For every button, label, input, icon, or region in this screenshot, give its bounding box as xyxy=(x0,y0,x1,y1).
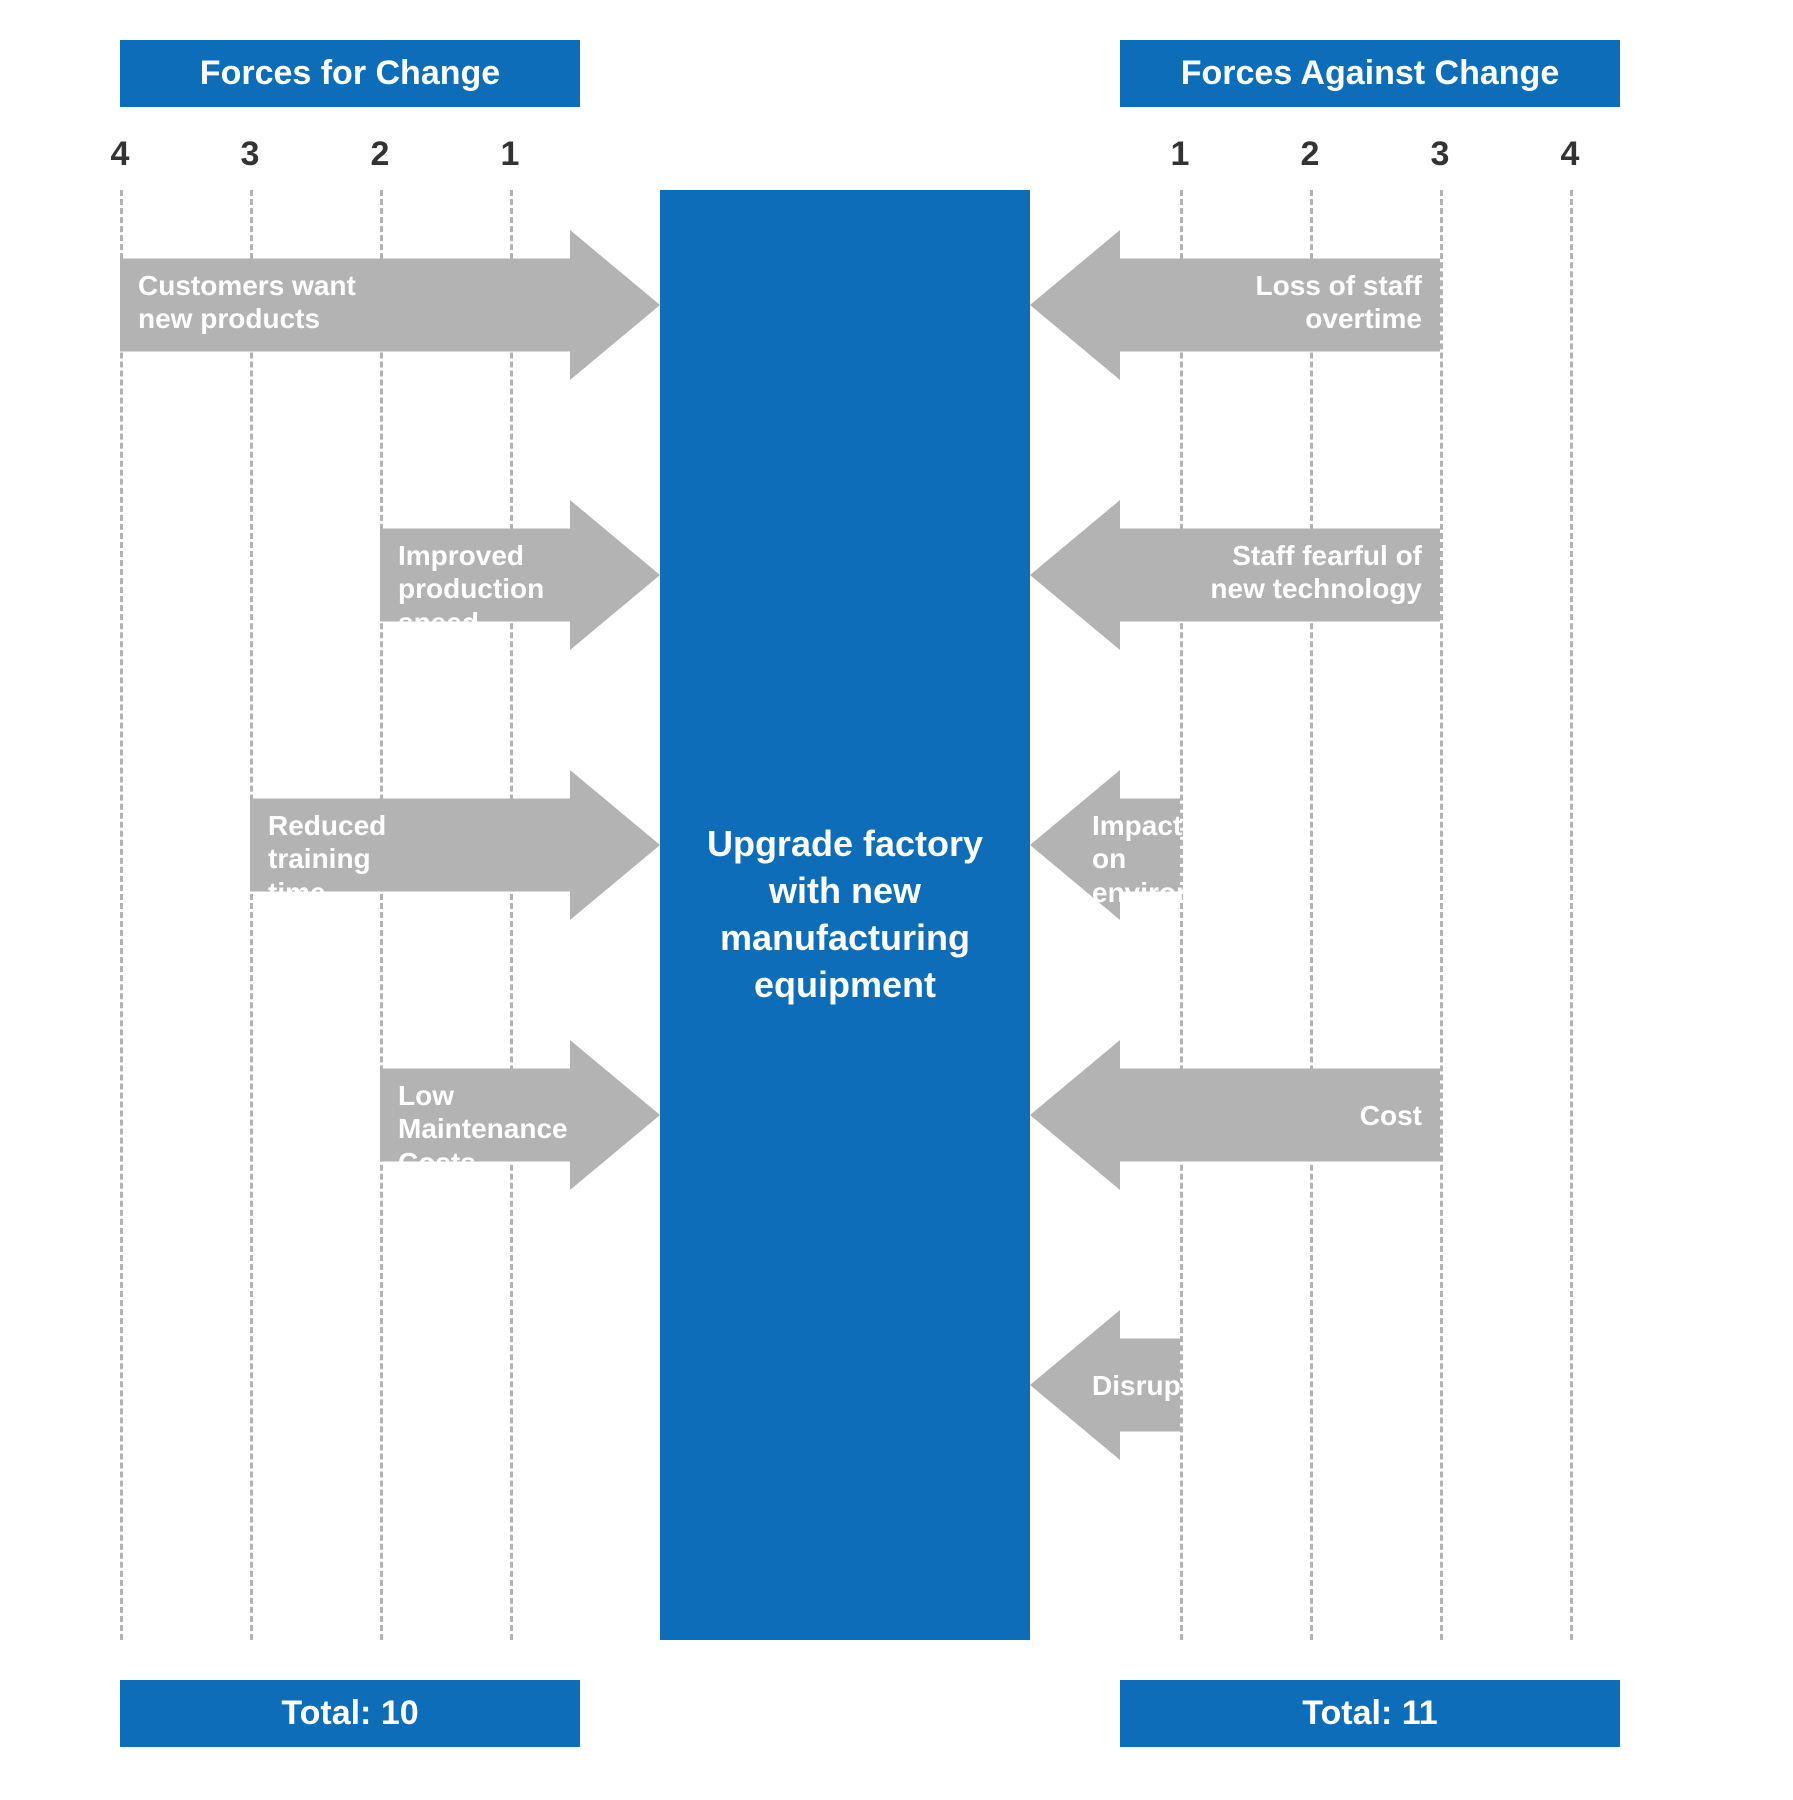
against-arrow-0: Loss of staffovertime xyxy=(1030,230,1440,380)
right-gridline-4 xyxy=(1570,190,1573,1640)
against-arrow-label-1: Staff fearful ofnew technology xyxy=(1210,539,1422,606)
left-scale-3: 3 xyxy=(235,135,265,174)
left-scale-4: 4 xyxy=(105,135,135,174)
for-arrow-1: Improvedproductionspeed xyxy=(380,500,660,650)
against-arrow-2: Impact onenvironment xyxy=(1030,770,1180,920)
right-gridline-3 xyxy=(1440,190,1443,1640)
forces-against-header: Forces Against Change xyxy=(1120,40,1620,107)
right-gridline-2 xyxy=(1310,190,1313,1640)
against-arrow-4: Disruption xyxy=(1030,1310,1180,1460)
against-arrow-1: Staff fearful ofnew technology xyxy=(1030,500,1440,650)
center-proposal: Upgrade factory with new manufacturing e… xyxy=(660,190,1030,1640)
against-arrow-label-3: Cost xyxy=(1360,1099,1422,1133)
force-field-diagram: Forces for Change Forces Against Change 1 2… xyxy=(50,40,1743,1760)
for-arrow-2: Reducedtrainingtime xyxy=(250,770,660,920)
for-arrow-3: LowMaintenanceCosts xyxy=(380,1040,660,1190)
for-arrow-label-1: Improvedproductionspeed xyxy=(398,539,544,640)
right-scale-4: 4 xyxy=(1555,135,1585,174)
right-scale-1: 1 xyxy=(1165,135,1195,174)
forces-for-total: Total: 10 xyxy=(120,1680,580,1747)
for-arrow-label-3: LowMaintenanceCosts xyxy=(398,1079,568,1180)
against-arrow-label-4: Disruption xyxy=(1092,1369,1202,1403)
forces-for-header: Forces for Change xyxy=(120,40,580,107)
right-scale-2: 2 xyxy=(1295,135,1325,174)
right-scale-3: 3 xyxy=(1425,135,1455,174)
for-arrow-label-2: Reducedtrainingtime xyxy=(268,809,386,910)
left-scale-2: 2 xyxy=(365,135,395,174)
against-arrow-3: Cost xyxy=(1030,1040,1440,1190)
for-arrow-label-0: Customers wantnew products xyxy=(138,269,356,336)
against-arrow-label-2: Impact onenvironment xyxy=(1092,809,1202,910)
left-gridline-4 xyxy=(120,190,123,1640)
left-scale-1: 1 xyxy=(495,135,525,174)
for-arrow-0: Customers wantnew products xyxy=(120,230,660,380)
right-gridline-1 xyxy=(1180,190,1183,1640)
forces-against-total: Total: 11 xyxy=(1120,1680,1620,1747)
against-arrow-label-0: Loss of staffovertime xyxy=(1256,269,1422,336)
